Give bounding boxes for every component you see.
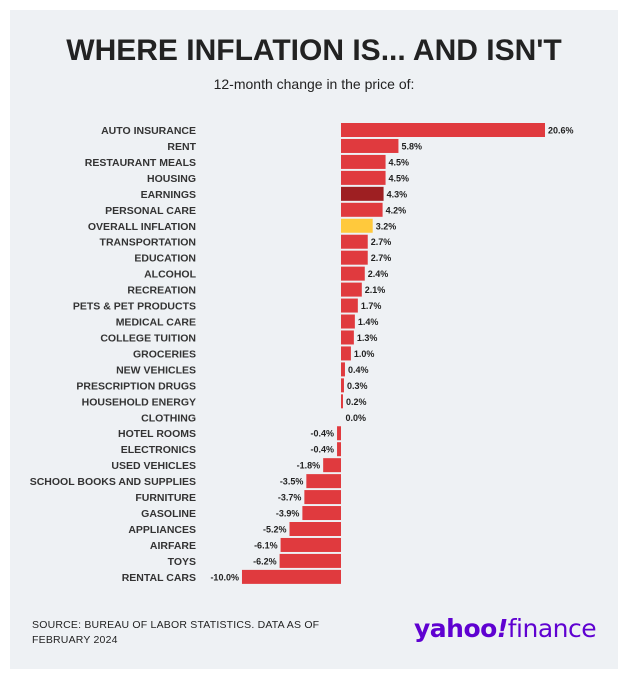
category-label-alcohol: ALCOHOL — [144, 269, 196, 281]
category-label-prescription-drugs: PRESCRIPTION DRUGS — [76, 380, 196, 392]
category-label-education: EDUCATION — [134, 253, 196, 265]
value-label-clothing: 0.0% — [346, 413, 367, 423]
category-label-airfare: AIRFARE — [150, 540, 196, 552]
value-label-personal-care: 4.2% — [386, 205, 407, 215]
value-label-household-energy: 0.2% — [346, 397, 367, 407]
logo-yahoo-text: yahoo — [414, 614, 497, 643]
bar-household-energy — [341, 394, 343, 409]
logo-finance-text: finance — [507, 614, 597, 643]
category-label-school-books-and-supplies: SCHOOL BOOKS AND SUPPLIES — [30, 476, 196, 488]
category-label-restaurant-meals: RESTAURANT MEALS — [85, 157, 196, 169]
category-label-furniture: FURNITURE — [135, 492, 196, 504]
bar-medical-care — [341, 314, 355, 329]
category-label-used-vehicles: USED VEHICLES — [111, 460, 196, 472]
chart-card: WHERE INFLATION IS... AND ISN'T 12-month… — [10, 10, 618, 669]
logo-bang: ! — [496, 614, 508, 643]
category-label-hotel-rooms: HOTEL ROOMS — [118, 428, 196, 440]
category-label-pets-and-pet-products: PETS & PET PRODUCTS — [73, 301, 196, 313]
value-label-earnings: 4.3% — [387, 189, 408, 199]
bar-rent — [341, 138, 399, 153]
value-label-airfare: -6.1% — [254, 540, 278, 550]
chart-title: WHERE INFLATION IS... AND ISN'T — [66, 34, 562, 67]
bar-school-books-and-supplies — [306, 474, 341, 489]
bar-chart: AUTO INSURANCE 20.6% RENT 5.8% RESTAURANT ME… — [30, 123, 574, 584]
bar-electronics — [337, 442, 341, 457]
value-label-alcohol: 2.4% — [368, 269, 389, 279]
category-label-appliances: APPLIANCES — [128, 524, 196, 536]
bar-toys — [279, 553, 341, 568]
source-note: SOURCE: BUREAU OF LABOR STATISTICS. DATA… — [32, 619, 320, 646]
value-label-used-vehicles: -1.8% — [297, 461, 321, 471]
bar-personal-care — [341, 202, 383, 217]
value-label-furniture: -3.7% — [278, 493, 302, 503]
value-label-education: 2.7% — [371, 253, 392, 263]
category-label-personal-care: PERSONAL CARE — [105, 205, 196, 217]
category-label-clothing: CLOTHING — [141, 412, 196, 424]
bar-groceries — [341, 346, 351, 361]
category-label-college-tuition: COLLEGE TUITION — [100, 332, 196, 344]
value-label-school-books-and-supplies: -3.5% — [280, 477, 304, 487]
bar-appliances — [289, 522, 341, 536]
category-label-transportation: TRANSPORTATION — [100, 237, 196, 249]
value-label-groceries: 1.0% — [354, 349, 375, 359]
bar-gasoline — [302, 506, 341, 521]
category-label-toys: TOYS — [168, 556, 196, 568]
category-label-earnings: EARNINGS — [141, 189, 196, 201]
bar-hotel-rooms — [337, 426, 341, 441]
category-label-overall-inflation: OVERALL INFLATION — [88, 221, 196, 233]
value-label-housing: 4.5% — [389, 173, 410, 183]
category-label-housing: HOUSING — [147, 173, 196, 185]
category-label-auto-insurance: AUTO INSURANCE — [101, 125, 196, 137]
value-label-transportation: 2.7% — [371, 237, 392, 247]
category-label-groceries: GROCERIES — [133, 348, 196, 360]
value-label-prescription-drugs: 0.3% — [347, 381, 368, 391]
bar-earnings — [341, 186, 384, 201]
value-label-recreation: 2.1% — [365, 285, 386, 295]
bar-transportation — [341, 234, 368, 249]
bar-auto-insurance — [341, 123, 545, 137]
value-label-gasoline: -3.9% — [276, 509, 300, 519]
value-label-electronics: -0.4% — [311, 445, 335, 455]
chart-subtitle: 12-month change in the price of: — [213, 76, 415, 92]
yahoo-finance-logo[interactable]: yahoo!finance — [414, 614, 597, 643]
bar-pets-and-pet-products — [341, 298, 358, 313]
category-label-gasoline: GASOLINE — [141, 508, 196, 520]
value-label-restaurant-meals: 4.5% — [389, 157, 410, 167]
value-label-appliances: -5.2% — [263, 525, 287, 535]
value-label-new-vehicles: 0.4% — [348, 365, 369, 375]
category-label-medical-care: MEDICAL CARE — [116, 317, 196, 329]
category-label-new-vehicles: NEW VEHICLES — [116, 364, 196, 376]
value-label-pets-and-pet-products: 1.7% — [361, 301, 382, 311]
bar-rental-cars — [241, 569, 341, 584]
value-label-toys: -6.2% — [253, 556, 277, 566]
category-label-electronics: ELECTRONICS — [121, 444, 196, 456]
value-label-hotel-rooms: -0.4% — [311, 429, 335, 439]
bar-alcohol — [341, 266, 365, 281]
value-label-auto-insurance: 20.6% — [548, 126, 574, 136]
category-label-recreation: RECREATION — [127, 285, 196, 297]
bar-furniture — [304, 490, 341, 505]
category-label-household-energy: HOUSEHOLD ENERGY — [82, 396, 196, 408]
value-label-overall-inflation: 3.2% — [376, 221, 397, 231]
bar-new-vehicles — [341, 362, 345, 377]
value-label-medical-care: 1.4% — [358, 317, 379, 327]
bar-college-tuition — [341, 330, 354, 345]
value-label-rental-cars: -10.0% — [210, 572, 239, 582]
value-label-college-tuition: 1.3% — [357, 333, 378, 343]
bar-education — [341, 250, 368, 265]
bar-overall-inflation — [341, 218, 373, 233]
bar-used-vehicles — [323, 458, 341, 473]
bar-airfare — [280, 537, 341, 552]
bar-housing — [341, 170, 386, 185]
bar-restaurant-meals — [341, 154, 386, 169]
category-label-rent: RENT — [167, 141, 196, 153]
bar-prescription-drugs — [341, 378, 344, 393]
bar-recreation — [341, 282, 362, 297]
value-label-rent: 5.8% — [401, 141, 422, 151]
category-label-rental-cars: RENTAL CARS — [122, 572, 196, 584]
